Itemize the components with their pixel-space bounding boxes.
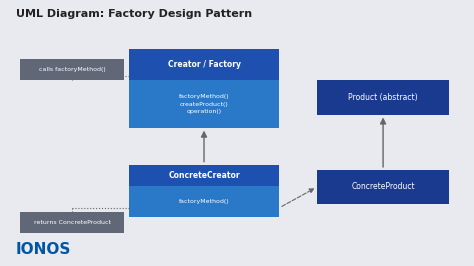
FancyBboxPatch shape bbox=[317, 170, 449, 204]
Text: calls factoryMethod(): calls factoryMethod() bbox=[39, 67, 105, 72]
FancyBboxPatch shape bbox=[20, 212, 124, 233]
Text: ConcreteCreator: ConcreteCreator bbox=[168, 171, 240, 180]
FancyBboxPatch shape bbox=[128, 80, 279, 128]
Text: Creator / Factory: Creator / Factory bbox=[167, 60, 240, 69]
Text: factoryMethod()
createProduct()
operation(): factoryMethod() createProduct() operatio… bbox=[179, 94, 229, 114]
FancyBboxPatch shape bbox=[128, 186, 279, 217]
Text: ConcreteProduct: ConcreteProduct bbox=[351, 182, 415, 192]
Text: UML Diagram: Factory Design Pattern: UML Diagram: Factory Design Pattern bbox=[16, 9, 252, 19]
Text: IONOS: IONOS bbox=[16, 242, 71, 257]
Text: Product (abstract): Product (abstract) bbox=[348, 93, 418, 102]
FancyBboxPatch shape bbox=[317, 80, 449, 115]
Text: returns ConcreteProduct: returns ConcreteProduct bbox=[34, 220, 110, 225]
Text: factoryMethod(): factoryMethod() bbox=[179, 199, 229, 204]
FancyBboxPatch shape bbox=[128, 165, 279, 186]
FancyBboxPatch shape bbox=[128, 49, 279, 80]
FancyBboxPatch shape bbox=[20, 59, 124, 80]
